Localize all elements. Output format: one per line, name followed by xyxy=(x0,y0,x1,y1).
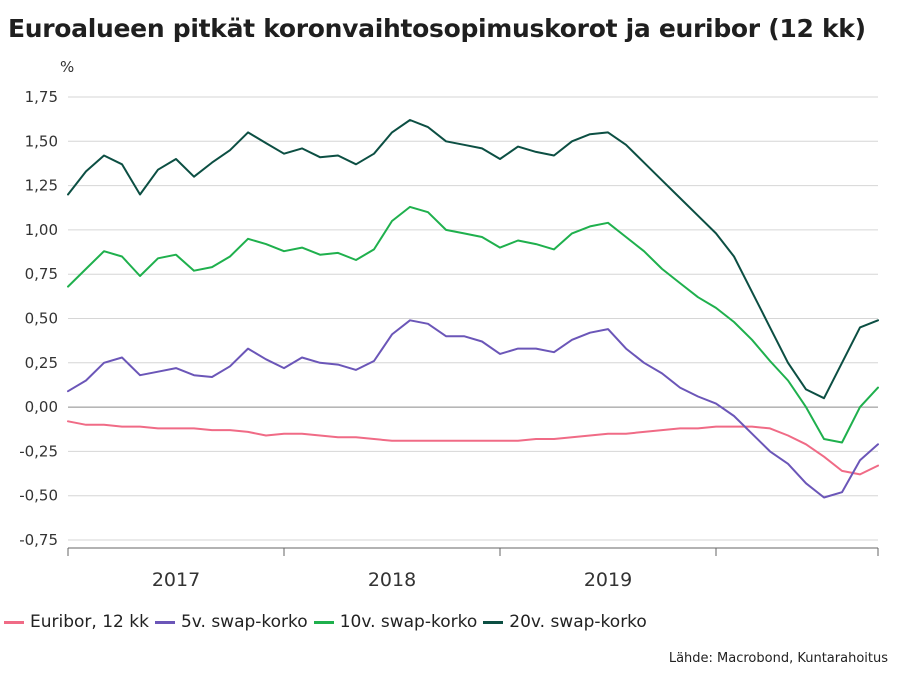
y-tick-label: 0,25 xyxy=(25,354,58,372)
legend: Euribor, 12 kk 5v. swap-korko 10v. swap-… xyxy=(4,612,653,632)
legend-item-10y-swap: 10v. swap-korko xyxy=(313,612,478,632)
chart-title: Euroalueen pitkät koronvaihtosopimuskoro… xyxy=(8,14,866,43)
legend-swatch-euribor xyxy=(4,620,24,624)
legend-item-euribor: Euribor, 12 kk xyxy=(4,612,149,632)
y-tick-label: 0,50 xyxy=(25,310,58,328)
line-chart: 1,75 1,50 1,25 1,00 0,75 0,50 0,25 0,00 -0,25 -0,… xyxy=(19,88,879,591)
y-tick-label: -0,50 xyxy=(19,487,58,505)
series-line-5y-swap xyxy=(67,319,879,499)
y-tick-label: 1,50 xyxy=(25,132,58,150)
y-tick-label: 1,75 xyxy=(25,88,58,106)
y-tick-label: 1,00 xyxy=(25,221,58,239)
y-tick-label: 0,75 xyxy=(25,265,58,283)
y-tick-label: -0,75 xyxy=(19,531,58,549)
legend-item-5y-swap: 5v. swap-korko xyxy=(154,612,308,632)
source-note: Lähde: Macrobond, Kuntarahoitus xyxy=(668,651,888,666)
series-line-20y-swap xyxy=(67,119,879,400)
x-tick-label: 2017 xyxy=(152,569,200,591)
legend-swatch-5y-swap xyxy=(154,620,175,624)
y-axis-ticks: 1,75 1,50 1,25 1,00 0,75 0,50 0,25 0,00 -0,25 -0,… xyxy=(19,88,58,549)
legend-item-20y-swap: 20v. swap-korko xyxy=(483,612,647,632)
series-line-euribor xyxy=(67,420,879,476)
x-axis: 2017 2018 2019 xyxy=(67,547,879,591)
series-lines xyxy=(67,119,879,499)
y-tick-label: -0,25 xyxy=(19,442,58,460)
legend-swatch-20y-swap xyxy=(483,620,504,624)
series-line-10y-swap xyxy=(67,205,879,444)
legend-label-5y-swap: 5v. swap-korko xyxy=(180,612,308,632)
legend-label-10y-swap: 10v. swap-korko xyxy=(339,612,478,632)
x-tick-label: 2018 xyxy=(368,569,416,591)
x-tick-label: 2019 xyxy=(584,569,632,591)
legend-swatch-10y-swap xyxy=(313,620,334,624)
y-axis-unit: % xyxy=(60,58,75,76)
legend-label-euribor: Euribor, 12 kk xyxy=(30,612,149,632)
legend-label-20y-swap: 20v. swap-korko xyxy=(509,612,647,632)
y-tick-label: 1,25 xyxy=(25,177,58,195)
y-tick-label: 0,00 xyxy=(25,398,58,416)
gridlines xyxy=(68,96,878,541)
